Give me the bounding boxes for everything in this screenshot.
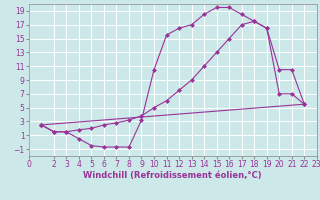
X-axis label: Windchill (Refroidissement éolien,°C): Windchill (Refroidissement éolien,°C) [84,171,262,180]
